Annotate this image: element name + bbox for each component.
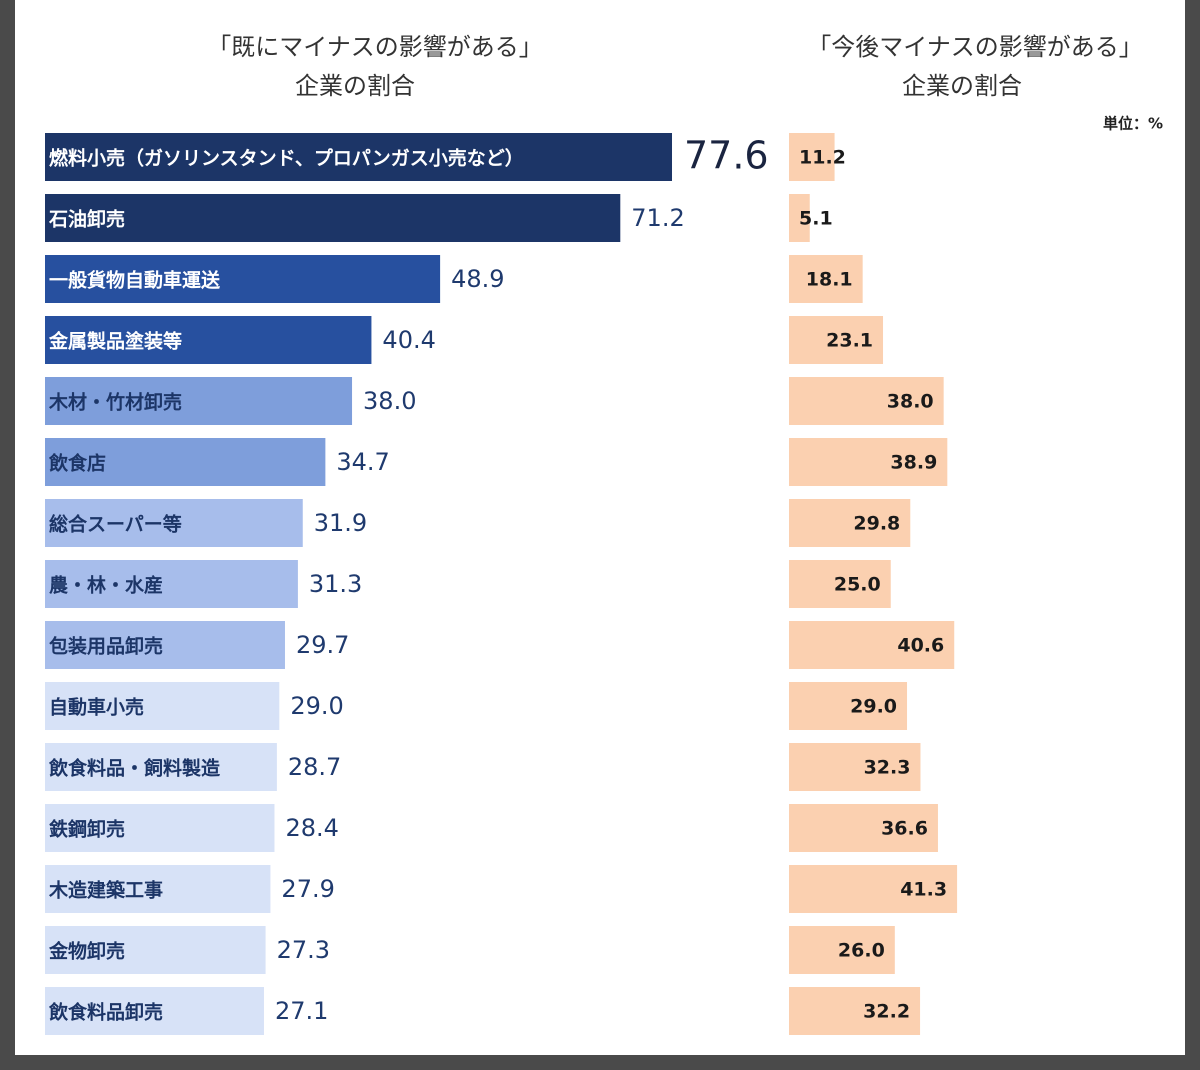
value-label: 28.4 — [285, 814, 338, 842]
value-label: 29.0 — [850, 696, 897, 718]
category-label: 飲食店 — [48, 452, 106, 475]
bar — [45, 743, 277, 791]
unit-label: 単位：% — [1103, 115, 1163, 133]
bar — [45, 194, 621, 242]
value-label: 38.9 — [890, 452, 937, 474]
chart-title: 「既にマイナスの影響がある」 — [207, 33, 543, 61]
bar — [45, 682, 280, 730]
value-label: 48.9 — [451, 265, 504, 293]
bar — [789, 926, 895, 974]
value-label: 36.6 — [881, 818, 928, 840]
value-label: 38.0 — [887, 391, 934, 413]
category-label: 飲食料品・飼料製造 — [48, 757, 221, 780]
category-label: 木材・竹材卸売 — [48, 391, 182, 414]
value-label: 32.2 — [863, 1001, 910, 1023]
category-label: 総合スーパー等 — [49, 513, 182, 536]
bar — [789, 255, 863, 303]
chart-title: 企業の割合 — [902, 72, 1022, 100]
bar — [45, 560, 298, 608]
value-label: 27.9 — [281, 875, 334, 903]
bar — [45, 377, 353, 425]
value-label: 38.0 — [363, 387, 416, 415]
value-label: 27.1 — [275, 997, 328, 1025]
chart-title: 企業の割合 — [295, 72, 415, 100]
bar — [789, 682, 908, 730]
category-label: 鉄鋼卸売 — [49, 818, 125, 841]
value-label: 29.7 — [296, 631, 349, 659]
bar — [789, 133, 835, 181]
category-label: 一般貨物自動車運送 — [49, 269, 221, 292]
value-label: 29.8 — [853, 513, 900, 535]
value-label: 31.3 — [309, 570, 362, 598]
bar — [45, 133, 673, 181]
bar — [789, 743, 921, 791]
value-label: 25.0 — [834, 574, 881, 596]
bar — [45, 987, 264, 1035]
bar — [45, 926, 266, 974]
bar — [45, 865, 271, 913]
bar — [789, 194, 810, 242]
bar — [789, 316, 884, 364]
bar — [789, 804, 938, 852]
value-label: 18.1 — [806, 269, 853, 291]
value-label: 31.9 — [314, 509, 367, 537]
value-label: 77.6 — [684, 134, 769, 178]
bar — [45, 621, 285, 669]
bar — [789, 377, 944, 425]
value-label: 23.1 — [826, 330, 873, 352]
bar — [45, 316, 372, 364]
value-label: 71.2 — [631, 204, 684, 232]
value-label: 11.2 — [799, 147, 846, 169]
category-label: 包装用品卸売 — [49, 635, 163, 658]
chart-title: 「今後マイナスの影響がある」 — [807, 33, 1143, 61]
value-label: 41.3 — [900, 879, 947, 901]
value-label: 26.0 — [838, 940, 885, 962]
bar — [45, 804, 275, 852]
bar — [789, 621, 955, 669]
bar — [789, 560, 891, 608]
category-label: 金属製品塗装等 — [48, 330, 182, 353]
bar — [789, 987, 921, 1035]
value-label: 40.4 — [382, 326, 435, 354]
category-label: 燃料小売（ガソリンスタンド、プロパンガス小売など） — [49, 147, 524, 170]
value-label: 40.6 — [897, 635, 944, 657]
value-label: 27.3 — [277, 936, 330, 964]
bar — [45, 255, 441, 303]
category-label: 飲食料品卸売 — [48, 1001, 163, 1024]
category-label: 自動車小売 — [49, 696, 144, 719]
bar — [789, 438, 948, 486]
bar — [789, 865, 958, 913]
category-label: 石油卸売 — [48, 208, 125, 231]
value-label: 34.7 — [336, 448, 389, 476]
value-label: 28.7 — [288, 753, 341, 781]
category-label: 農・林・水産 — [49, 574, 163, 597]
category-label: 木造建築工事 — [48, 879, 163, 902]
value-label: 5.1 — [799, 208, 833, 230]
value-label: 29.0 — [290, 692, 343, 720]
bar — [45, 499, 303, 547]
bar — [789, 499, 911, 547]
bar — [45, 438, 326, 486]
value-label: 32.3 — [864, 757, 911, 779]
category-label: 金物卸売 — [48, 940, 125, 963]
